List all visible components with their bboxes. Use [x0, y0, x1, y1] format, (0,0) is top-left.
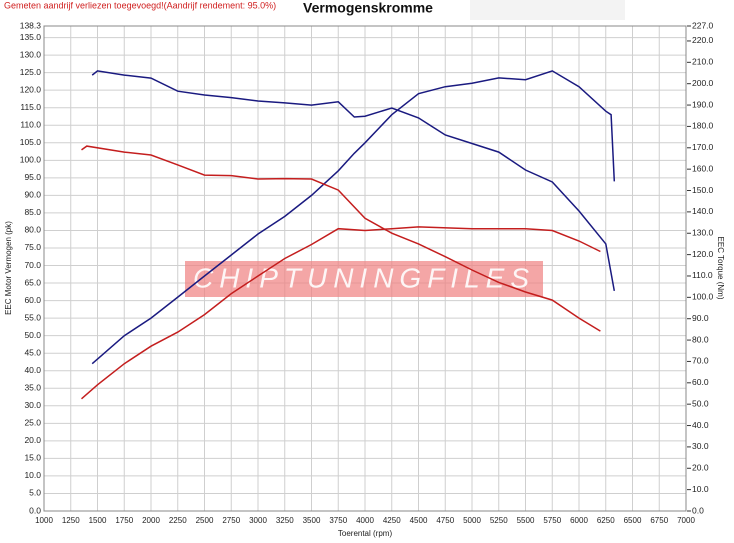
- x-tick-label: 7000: [677, 516, 695, 525]
- y-tick-label: 80.0: [24, 225, 41, 235]
- x-tick-label: 6750: [650, 516, 668, 525]
- y2-tick-label: 130.0: [692, 227, 714, 237]
- subtitle: Gemeten aandrijf verliezen toegevoegd!(A…: [4, 0, 276, 10]
- x-tick-label: 3000: [249, 516, 267, 525]
- x-tick-label: 2000: [142, 516, 160, 525]
- plot-frame: [43, 25, 687, 512]
- y2-tick-label: 40.0: [692, 420, 709, 430]
- y-tick-label: 110.0: [20, 119, 41, 129]
- y-tick-label: 30.0: [24, 400, 41, 410]
- x-tick-label: 2500: [196, 516, 214, 525]
- x-tick-label: 5750: [543, 516, 561, 525]
- y-tick-label: 120.0: [20, 84, 42, 94]
- x-tick-label: 3500: [303, 516, 321, 525]
- y2-tick-label: 190.0: [692, 99, 714, 109]
- y-tick-label: 100.0: [20, 155, 42, 165]
- y-tick-label: 135.0: [20, 32, 42, 42]
- y-tick-label: 85.0: [24, 207, 41, 217]
- x-tick-label: 4750: [436, 516, 454, 525]
- y-axis-label: EEC Motor Vermogen (pk): [4, 221, 13, 315]
- y-tick-label: 5.0: [29, 488, 41, 498]
- y-tick-label: 60.0: [24, 295, 41, 305]
- y-tick-label: 15.0: [24, 453, 41, 463]
- y-tick-label: 65.0: [24, 277, 41, 287]
- series-line: [81, 145, 601, 332]
- x-tick-label: 5250: [490, 516, 508, 525]
- y2-tick-label: 227.0: [692, 20, 714, 30]
- y-tick-label: 130.0: [20, 49, 42, 59]
- y-tick-label: 35.0: [24, 383, 41, 393]
- y2-tick-label: 160.0: [692, 163, 714, 173]
- series-line: [91, 70, 616, 292]
- y2-tick-label: 30.0: [692, 441, 709, 451]
- y-tick-label: 50.0: [24, 330, 41, 340]
- y2-tick-label: 210.0: [692, 57, 714, 67]
- x-tick-label: 3250: [276, 516, 294, 525]
- y2-tick-label: 50.0: [692, 398, 709, 408]
- watermark: CHIPTUNINGFILES: [193, 262, 535, 293]
- series-line: [81, 226, 601, 400]
- x-tick-label: 6000: [570, 516, 588, 525]
- y2-tick-label: 0.0: [692, 505, 704, 515]
- y2-tick-label: 120.0: [692, 249, 714, 259]
- watermark-band: [185, 261, 543, 297]
- y-tick-label: 25.0: [24, 418, 41, 428]
- x-tick-label: 1000: [35, 516, 53, 525]
- y-tick-label: 40.0: [24, 365, 41, 375]
- y-tick-label: 45.0: [24, 347, 41, 357]
- y2-tick-label: 80.0: [692, 334, 709, 344]
- x-tick-label: 4500: [410, 516, 428, 525]
- y-tick-label: 0.0: [29, 505, 41, 515]
- y-tick-label: 105.0: [20, 137, 42, 147]
- y2-tick-label: 110.0: [692, 270, 713, 280]
- y2-tick-label: 150.0: [692, 185, 714, 195]
- x-tick-label: 3750: [329, 516, 347, 525]
- x-tick-label: 5000: [463, 516, 481, 525]
- y-tick-label: 115.0: [20, 102, 41, 112]
- y2-tick-label: 140.0: [692, 206, 714, 216]
- y-tick-label: 90.0: [24, 190, 41, 200]
- y-tick-label: 55.0: [24, 312, 41, 322]
- y-tick-label: 138.3: [20, 20, 42, 30]
- x-tick-label: 2250: [169, 516, 187, 525]
- x-tick-label: 4250: [383, 516, 401, 525]
- y-tick-label: 95.0: [24, 172, 41, 182]
- x-tick-label: 6250: [597, 516, 615, 525]
- series-line: [91, 70, 616, 365]
- toolbar-box: [470, 0, 625, 20]
- y2-tick-label: 170.0: [692, 142, 714, 152]
- y2-tick-label: 220.0: [692, 35, 714, 45]
- chart-title: Vermogenskromme: [303, 0, 433, 16]
- y-tick-label: 20.0: [24, 435, 41, 445]
- y2-tick-label: 180.0: [692, 121, 714, 131]
- y2-tick-label: 60.0: [692, 377, 709, 387]
- y-tick-label: 125.0: [20, 67, 42, 77]
- y2-tick-label: 10.0: [692, 484, 709, 494]
- y2-tick-label: 100.0: [692, 292, 714, 302]
- x-tick-label: 6500: [624, 516, 642, 525]
- x-axis-label: Toerental (rpm): [338, 529, 393, 538]
- x-tick-label: 1750: [115, 516, 133, 525]
- y-tick-label: 70.0: [24, 260, 41, 270]
- y-tick-label: 75.0: [24, 242, 41, 252]
- x-tick-label: 5500: [517, 516, 535, 525]
- x-tick-label: 1250: [62, 516, 80, 525]
- x-tick-label: 4000: [356, 516, 374, 525]
- y2-tick-label: 200.0: [692, 78, 714, 88]
- y2-axis-label: EEC Torque (Nm): [716, 237, 725, 300]
- x-tick-label: 2750: [222, 516, 240, 525]
- y2-tick-label: 70.0: [692, 356, 709, 366]
- y2-tick-label: 20.0: [692, 463, 709, 473]
- y2-tick-label: 90.0: [692, 313, 709, 323]
- y-tick-label: 10.0: [24, 470, 41, 480]
- x-tick-label: 1500: [89, 516, 107, 525]
